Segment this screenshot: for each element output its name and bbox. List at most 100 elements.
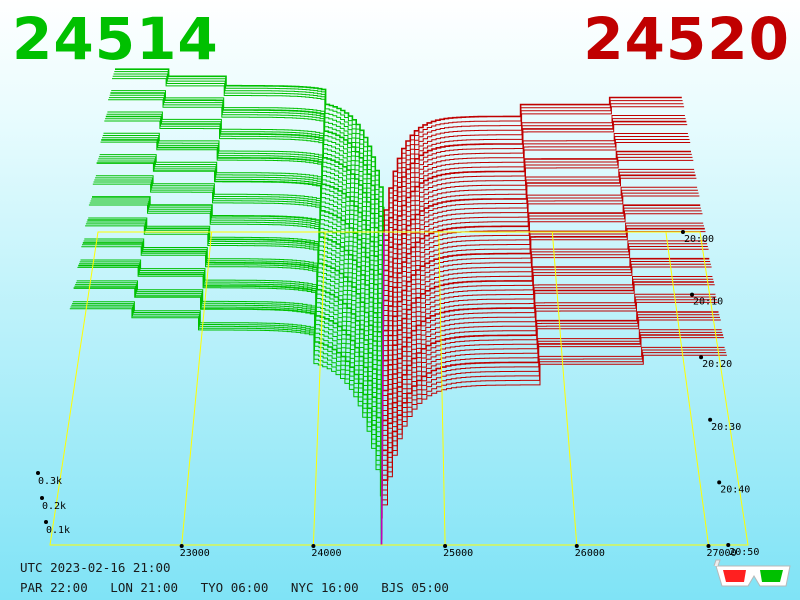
ask-depth-line (383, 115, 685, 254)
bid-depth-line (79, 261, 383, 476)
bid-depth-line (77, 266, 383, 492)
bid-depth-line (70, 306, 382, 540)
price-tick (179, 544, 184, 548)
ask-depth-line (382, 222, 704, 381)
ask-depth-line (382, 204, 701, 360)
price-tick (706, 544, 711, 548)
ask-depth-line (381, 346, 725, 530)
volume-tick-label: 0.3k (38, 476, 62, 487)
ask-depth-line (381, 354, 727, 545)
time-tick-label: 20:20 (702, 359, 732, 370)
bid-depth-line (115, 68, 385, 232)
price-tick (574, 544, 579, 548)
ask-depth-line (383, 96, 682, 232)
time-tick (708, 417, 713, 422)
ask-depth-line (382, 278, 714, 450)
ask-depth-line (383, 133, 688, 275)
price-grid-line (665, 231, 709, 546)
3d-glasses-icon[interactable] (712, 556, 794, 590)
ask-depth-line (383, 139, 690, 286)
bid-depth-line (99, 154, 384, 339)
bid-depth-line (74, 285, 382, 514)
bid-depth-line (93, 181, 383, 381)
ask-depth-line (381, 301, 718, 482)
ask-depth-line (383, 120, 687, 264)
bid-depth-line (75, 282, 383, 503)
bid-depth-line (78, 264, 383, 487)
ask-depth-line (382, 227, 705, 392)
bid-depth-line (71, 304, 382, 535)
ask-depth-line (383, 136, 689, 280)
ask-depth-line (382, 207, 701, 365)
ask-depth-line (383, 156, 693, 307)
ask-depth-line (381, 337, 724, 524)
bid-depth-line (103, 132, 384, 312)
bid-depth-line (83, 240, 383, 450)
ask-depth-line (382, 248, 709, 418)
ask-depth-line (383, 168, 695, 317)
bid-depth-line (88, 204, 383, 413)
utc-time: UTC 2023-02-16 21:00 (20, 560, 171, 575)
depth-lines (69, 68, 727, 545)
ask-depth-line (382, 195, 700, 354)
bid-depth-line (82, 242, 383, 455)
bid-depth-line (102, 137, 384, 323)
bid-depth-line (96, 162, 384, 360)
bid-depth-line (92, 183, 383, 386)
bid-depth-line (114, 71, 385, 238)
time-tick-label: 20:00 (684, 234, 714, 245)
ask-depth-line (381, 299, 717, 476)
price-grid-line (312, 231, 326, 546)
ask-depth-line (382, 276, 713, 445)
volume-tick (40, 496, 44, 500)
price-tick-label: 24000 (311, 548, 341, 559)
bid-depth-line (97, 160, 384, 354)
price-grid-line (438, 231, 446, 546)
bid-depth-line (102, 135, 384, 317)
bid-depth-line (108, 99, 384, 280)
ask-depth-line (382, 177, 697, 333)
ask-depth-line (383, 159, 694, 312)
price-tick-label: 26000 (575, 548, 605, 559)
bid-depth-line (80, 259, 383, 471)
ask-depth-line (382, 210, 702, 370)
volume-tick (44, 520, 48, 524)
bid-depth-line (81, 246, 383, 466)
time-tick-label: 20:40 (720, 484, 750, 495)
price-tick (311, 544, 316, 548)
time-tick (726, 543, 731, 547)
bid-depth-line (101, 139, 384, 328)
price-tick (443, 544, 448, 548)
ask-depth-line (382, 186, 698, 339)
bid-depth-line (104, 120, 384, 307)
ask-depth-line (383, 100, 683, 238)
ask-depth-line (381, 316, 720, 498)
ask-depth-line (383, 118, 686, 259)
bid-depth-line (94, 179, 383, 376)
axis-grid (36, 230, 749, 548)
bid-price: 24514 (12, 5, 219, 73)
price-grid-line (551, 231, 578, 546)
bid-depth-line (82, 244, 383, 461)
bid-depth-line (112, 75, 384, 248)
bid-depth-line (85, 225, 383, 439)
ask-depth-line (381, 331, 723, 514)
ask-depth-line (381, 296, 717, 471)
bid-depth-line (100, 141, 384, 333)
time-tick (699, 355, 704, 360)
price-grid-line (181, 231, 213, 546)
ask-depth-line (382, 225, 704, 386)
bid-depth-line (90, 200, 383, 402)
bid-depth-line (88, 217, 383, 418)
bid-depth-line (92, 196, 384, 392)
bid-depth-line (105, 115, 385, 296)
ask-depth-line (381, 319, 721, 503)
bid-depth-line (76, 280, 383, 498)
spread-line (380, 232, 385, 545)
bid-depth-line (89, 202, 383, 408)
bid-depth-line (107, 111, 384, 286)
bid-depth-line (108, 97, 384, 275)
time-tick (680, 230, 685, 234)
bid-depth-line (69, 308, 382, 545)
